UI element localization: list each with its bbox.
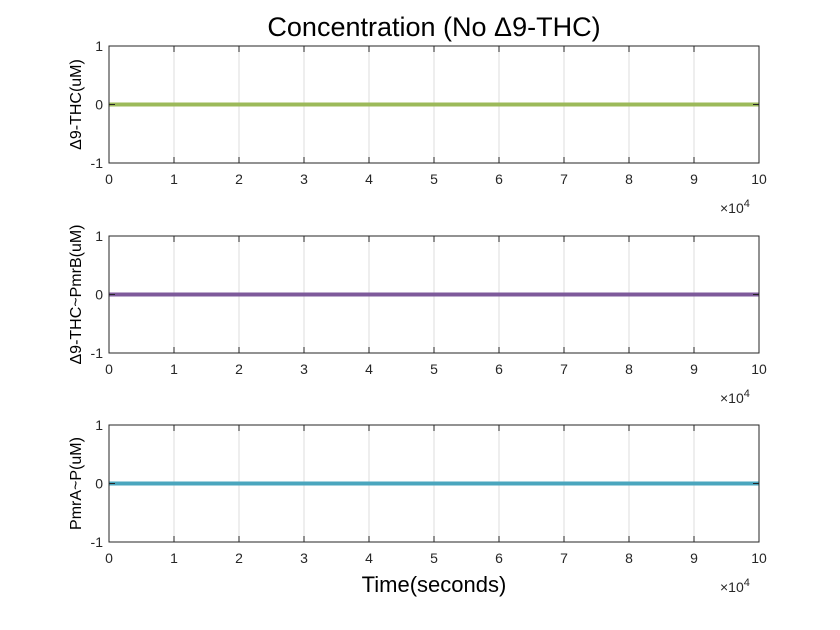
- y-tick-label: 1: [95, 228, 103, 244]
- x-tick-label: 4: [365, 171, 373, 187]
- y-axis-label: PmrA~P(uM): [68, 437, 85, 530]
- x-exponent-label: ×104: [720, 198, 750, 216]
- x-tick-label: 0: [105, 171, 113, 187]
- x-tick-label: 6: [495, 550, 503, 566]
- x-tick-label: 3: [300, 171, 308, 187]
- y-tick-label: 0: [95, 97, 103, 113]
- x-tick-label: 2: [235, 361, 243, 377]
- x-exponent-power: 4: [744, 577, 750, 589]
- y-tick-label: 1: [95, 417, 103, 433]
- x-tick-label: 4: [365, 361, 373, 377]
- x-tick-label: 8: [625, 550, 633, 566]
- x-exponent-label: ×104: [720, 577, 750, 595]
- y-axis-label: Δ9-THC(uM): [68, 59, 85, 150]
- x-tick-label: 1: [170, 171, 178, 187]
- x-tick-label: 10: [751, 361, 767, 377]
- x-tick-label: 0: [105, 361, 113, 377]
- y-tick-label: -1: [91, 534, 104, 550]
- y-tick-label: -1: [91, 345, 104, 361]
- x-tick-label: 0: [105, 550, 113, 566]
- x-tick-label: 5: [430, 171, 438, 187]
- y-tick-label: -1: [91, 155, 104, 171]
- x-exponent-base: ×10: [720, 200, 744, 216]
- x-exponent-base: ×10: [720, 390, 744, 406]
- x-exponent-power: 4: [744, 388, 750, 400]
- y-axis-label: Δ9-THC~PmrB(uM): [68, 224, 85, 364]
- chart-title: Concentration (No Δ9-THC): [267, 12, 600, 42]
- x-tick-label: 5: [430, 550, 438, 566]
- x-exponent-base: ×10: [720, 579, 744, 595]
- x-tick-label: 7: [560, 171, 568, 187]
- x-exponent-power: 4: [744, 198, 750, 210]
- x-tick-label: 1: [170, 550, 178, 566]
- x-axis-label: Time(seconds): [362, 572, 507, 597]
- x-tick-label: 8: [625, 361, 633, 377]
- x-tick-label: 8: [625, 171, 633, 187]
- subplot-1: 0 1 2 3 4 5 6 7 8 9 10-101×104Δ9-THC(uM)Concentrat…: [68, 12, 767, 216]
- x-tick-label: 9: [690, 171, 698, 187]
- x-tick-label: 3: [300, 361, 308, 377]
- x-tick-label: 7: [560, 361, 568, 377]
- y-tick-label: 0: [95, 287, 103, 303]
- x-exponent-label: ×104: [720, 388, 750, 406]
- x-tick-label: 9: [690, 361, 698, 377]
- x-tick-label: 2: [235, 550, 243, 566]
- x-tick-label: 3: [300, 550, 308, 566]
- subplot-3: 0 1 2 3 4 5 6 7 8 9 10-101×104PmrA~P(uM)Time(secon…: [68, 417, 767, 597]
- y-tick-label: 1: [95, 38, 103, 54]
- x-tick-label: 10: [751, 171, 767, 187]
- x-tick-label: 10: [751, 550, 767, 566]
- x-tick-label: 7: [560, 550, 568, 566]
- x-tick-label: 6: [495, 361, 503, 377]
- x-tick-label: 6: [495, 171, 503, 187]
- x-tick-label: 1: [170, 361, 178, 377]
- y-tick-label: 0: [95, 476, 103, 492]
- x-tick-label: 9: [690, 550, 698, 566]
- x-tick-label: 2: [235, 171, 243, 187]
- x-tick-label: 5: [430, 361, 438, 377]
- x-tick-label: 4: [365, 550, 373, 566]
